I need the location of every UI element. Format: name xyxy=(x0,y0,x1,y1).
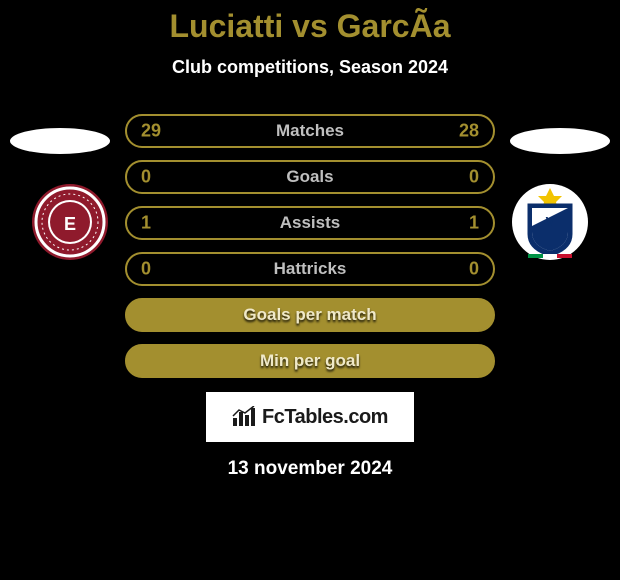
logo-text: FcTables.com xyxy=(262,406,388,429)
stat-row-assists: 1 Assists 1 xyxy=(125,206,495,240)
stat-label: Assists xyxy=(280,213,340,233)
player-silhouette-right xyxy=(510,128,610,154)
stat-row-goals: 0 Goals 0 xyxy=(125,160,495,194)
page-title: Luciatti vs GarcÃ­a xyxy=(0,8,620,45)
bars-icon xyxy=(232,406,258,428)
stat-row-hattricks: 0 Hattricks 0 xyxy=(125,252,495,286)
stat-row-mpg: Min per goal xyxy=(125,344,495,378)
club-badge-right: V xyxy=(510,182,590,262)
stat-label: Matches xyxy=(276,121,344,141)
stat-left-value: 0 xyxy=(141,259,151,280)
stat-left-value: 29 xyxy=(141,121,161,142)
stat-label: Goals per match xyxy=(243,305,376,325)
club-badge-left-icon: E xyxy=(30,182,110,262)
club-badge-right-icon: V xyxy=(510,182,590,262)
stat-right-value: 0 xyxy=(469,167,479,188)
svg-text:V: V xyxy=(546,214,555,229)
svg-text:E: E xyxy=(64,214,76,234)
stat-right-value: 1 xyxy=(469,213,479,234)
stat-label: Goals xyxy=(286,167,333,187)
player-silhouette-left xyxy=(10,128,110,154)
subtitle: Club competitions, Season 2024 xyxy=(0,57,620,78)
source-logo: FcTables.com xyxy=(206,392,414,442)
stat-row-matches: 29 Matches 28 xyxy=(125,114,495,148)
stat-row-gpm: Goals per match xyxy=(125,298,495,332)
comparison-card: Luciatti vs GarcÃ­a Club competitions, S… xyxy=(0,0,620,480)
stat-left-value: 0 xyxy=(141,167,151,188)
stat-right-value: 0 xyxy=(469,259,479,280)
stat-label: Min per goal xyxy=(260,351,360,371)
club-badge-left: E xyxy=(30,182,110,262)
stat-right-value: 28 xyxy=(459,121,479,142)
stats-list: 29 Matches 28 0 Goals 0 1 Assists 1 0 Ha… xyxy=(125,114,495,378)
stat-label: Hattricks xyxy=(274,259,347,279)
date-text: 13 november 2024 xyxy=(0,458,620,480)
stat-left-value: 1 xyxy=(141,213,151,234)
